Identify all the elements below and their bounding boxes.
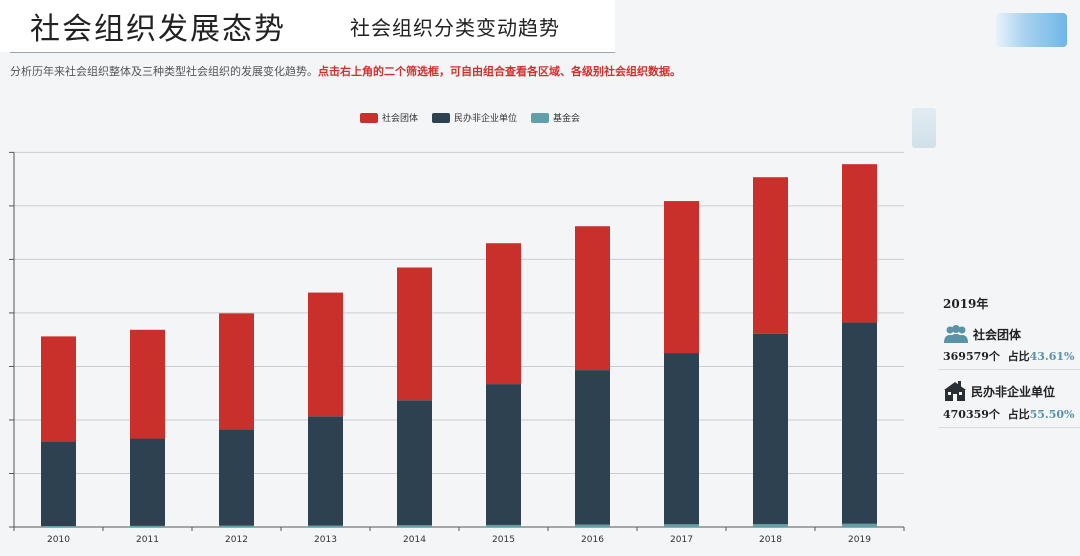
- bar-segment: [664, 524, 699, 527]
- page-title: 社会组织发展态势: [30, 12, 286, 47]
- legend-swatch: [432, 112, 451, 123]
- people-group-icon: [944, 325, 968, 343]
- description-highlight: 点击右上角的二个筛选框，可自由组合查看各区域、各级别社会组织数据。: [318, 65, 681, 78]
- panel-item-count: 470359个: [943, 408, 1000, 421]
- bar-segment: [130, 329, 165, 439]
- bar-layer: [41, 164, 877, 527]
- bar-segment: [575, 370, 610, 525]
- bar-segment: [842, 322, 877, 524]
- bar-segment: [486, 243, 521, 385]
- filter-button[interactable]: [996, 13, 1067, 47]
- panel-item-ratio-label: 占比: [1007, 408, 1030, 421]
- panel-year: 2019年: [943, 297, 989, 311]
- stacked-bar-chart: 2010 2011 2012 2013 2014 2015 2016 2017 2018 2019: [9, 151, 905, 545]
- x-tick-label: 2014: [403, 535, 426, 545]
- bar-segment: [397, 525, 432, 527]
- bar-segment: [130, 438, 165, 526]
- chart-legend: 社会团体 民办非企业单位 基金会: [360, 111, 580, 124]
- axis-layer: 2010 2011 2012 2013 2014 2015 2016 2017 2018 2019: [9, 151, 905, 545]
- bar-segment: [41, 441, 76, 527]
- panel-item-stat: 369579个 占比43.61%: [943, 348, 1080, 369]
- legend-swatch: [360, 112, 378, 123]
- x-tick-label: 2012: [225, 535, 248, 545]
- title-bar: 社会组织发展态势 社会组织分类变动趋势: [0, 0, 615, 52]
- bar-segment: [575, 226, 610, 371]
- bar-segment: [397, 400, 432, 526]
- bar-segment: [753, 333, 788, 525]
- bar-segment: [219, 429, 254, 526]
- bar-segment: [219, 313, 254, 430]
- bar-segment: [397, 267, 432, 401]
- description-text: 分析历年来社会组织整体及三种类型社会组织的发展变化趋势。: [10, 65, 318, 78]
- panel-item-social-groups: 社会团体 369579个 占比43.61%: [938, 324, 1080, 370]
- panel-item-head: 民办非企业单位: [943, 380, 1080, 402]
- title-divider: [10, 52, 615, 53]
- panel-item-private-non-enterprise: 民办非企业单位 470359个 占比55.50%: [938, 380, 1080, 428]
- bar-segment: [486, 524, 521, 527]
- bar-segment: [308, 292, 343, 417]
- bar-segment: [486, 384, 521, 525]
- x-tick-label: 2013: [314, 535, 337, 545]
- x-tick-label: 2011: [136, 535, 159, 545]
- description: 分析历年来社会组织整体及三种类型社会组织的发展变化趋势。点击右上角的二个筛选框，…: [10, 63, 681, 79]
- panel-item-ratio-label: 占比: [1007, 350, 1030, 363]
- page-subtitle: 社会组织分类变动趋势: [350, 16, 560, 40]
- x-tick-label: 2010: [47, 535, 70, 545]
- panel-item-label: 社会团体: [973, 327, 1022, 342]
- panel-item-ratio: 43.61%: [1029, 350, 1075, 363]
- bar-segment: [308, 525, 343, 527]
- bar-segment: [753, 524, 788, 527]
- panel-item-ratio: 55.50%: [1029, 408, 1075, 421]
- bar-segment: [842, 523, 877, 527]
- bar-segment: [664, 353, 699, 525]
- bar-segment: [219, 525, 254, 527]
- bar-segment: [130, 525, 165, 527]
- bar-segment: [842, 164, 877, 323]
- panel-item-label: 民办非企业单位: [971, 384, 1056, 399]
- legend-label: 民办非企业单位: [454, 114, 518, 124]
- legend-item-private-non-enterprise[interactable]: 民办非企业单位: [432, 111, 517, 124]
- building-icon: [944, 381, 966, 401]
- panel-item-stat: 470359个 占比55.50%: [943, 406, 1080, 427]
- panel-item-head: 社会团体: [943, 324, 1080, 344]
- x-tick-label: 2017: [670, 535, 693, 545]
- legend-swatch: [531, 112, 550, 123]
- legend-item-social-groups[interactable]: 社会团体: [360, 111, 418, 124]
- panel-item-count: 369579个: [943, 350, 1000, 363]
- x-tick-label: 2016: [581, 535, 604, 545]
- bar-segment: [753, 177, 788, 334]
- bar-segment: [575, 524, 610, 527]
- x-tick-label: 2018: [759, 535, 782, 545]
- legend-label: 基金会: [553, 114, 581, 124]
- bar-segment: [308, 416, 343, 526]
- legend-item-foundations[interactable]: 基金会: [531, 111, 580, 124]
- legend-label: 社会团体: [382, 114, 419, 124]
- x-tick-label: 2015: [492, 535, 515, 545]
- bar-segment: [41, 336, 76, 442]
- info-panel: 2019年 社会团体 369579个 占比43.61%: [938, 295, 1080, 438]
- side-widget[interactable]: [912, 108, 936, 148]
- x-tick-label: 2019: [848, 535, 871, 545]
- bar-segment: [664, 201, 699, 354]
- bar-segment: [41, 526, 76, 527]
